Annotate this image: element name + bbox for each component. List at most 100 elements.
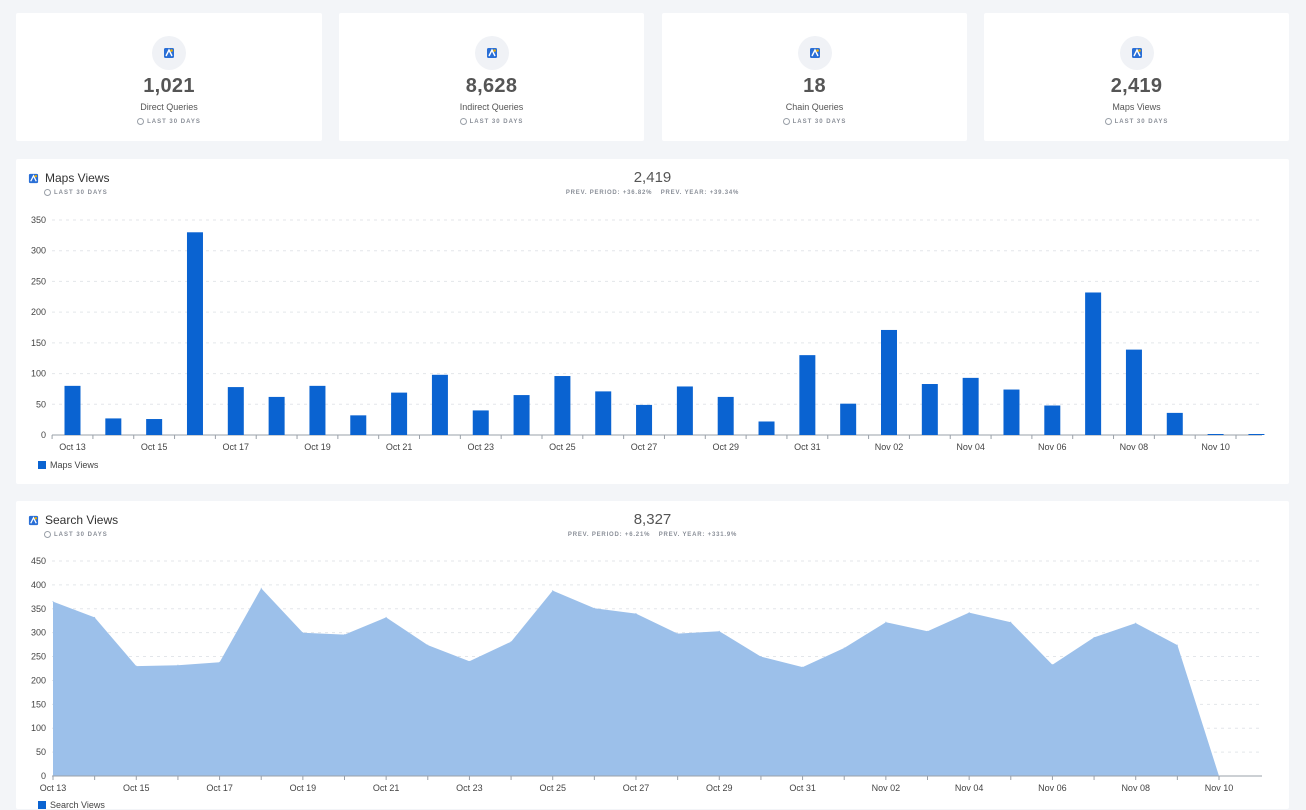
legend-label: Search Views: [50, 800, 105, 810]
globe-icon: [1104, 118, 1112, 125]
bar: [391, 392, 408, 435]
map-pin-icon: [809, 48, 820, 58]
data-point: [52, 601, 54, 603]
data-point: [885, 621, 887, 623]
panel-total: 8,327: [633, 511, 672, 528]
data-point: [635, 613, 637, 615]
maps-views-bar-chart: 0 50 100 150 200 250 300 350 Oct 13 Oct 15 Oct 17 O…: [31, 215, 1265, 452]
data-point: [510, 641, 512, 643]
y-tick-label: 150: [31, 338, 46, 348]
x-tick-label: Nov 04: [956, 442, 985, 452]
legend-swatch: [38, 461, 46, 469]
map-pin-icon: [164, 48, 174, 58]
stat-value: 1,021: [143, 75, 195, 97]
bar: [513, 395, 530, 435]
bar: [186, 232, 203, 435]
legend-label: Maps Views: [50, 460, 99, 470]
stat-label: Chain Queries: [785, 102, 844, 112]
x-tick-label: Oct 23: [467, 442, 494, 452]
bar: [758, 421, 775, 435]
bar: [1166, 412, 1183, 435]
bar: [309, 385, 326, 435]
data-point: [344, 634, 345, 636]
y-tick-label: 300: [31, 246, 46, 256]
bar: [227, 387, 244, 435]
bar: [472, 410, 489, 435]
bar: [881, 329, 897, 435]
stat-value: 18: [803, 75, 826, 97]
data-point: [677, 633, 679, 635]
y-tick-label: 200: [31, 675, 46, 685]
panel-title: Maps Views: [28, 171, 109, 185]
search-views-area-chart: 0 50 100 150 200 250 300 350 400 450 Oct 13 Oct 15 O…: [31, 556, 1262, 793]
data-point: [468, 660, 470, 662]
bar: [962, 377, 979, 435]
panel-compare: PREV. PERIOD: +6.21% PREV. YEAR: +331.9%: [16, 532, 1289, 538]
prev-year: PREV. YEAR: +331.9%: [658, 532, 738, 538]
globe-icon: [44, 189, 51, 196]
y-tick-label: 250: [31, 276, 46, 286]
x-tick-label: Nov 10: [1201, 442, 1230, 452]
data-point: [843, 647, 845, 649]
y-tick-label: 350: [31, 604, 46, 614]
x-tick-label: Nov 06: [1038, 783, 1067, 793]
chart-legend[interactable]: Search Views: [38, 800, 105, 810]
x-tick-label: Oct 13: [40, 783, 67, 793]
x-tick-label: Oct 27: [623, 783, 650, 793]
x-tick-label: Oct 13: [59, 442, 86, 452]
stat-period: LAST 30 DAYS: [339, 118, 644, 125]
x-tick-label: Nov 08: [1120, 442, 1149, 452]
x-tick-label: Nov 08: [1121, 783, 1150, 793]
data-point: [760, 656, 762, 658]
stat-card-maps-views: 2,419 Maps Views LAST 30 DAYS: [984, 13, 1289, 141]
globe-icon: [459, 118, 467, 125]
maps-icon-wrap: [797, 36, 832, 70]
stat-period: LAST 30 DAYS: [984, 118, 1289, 125]
maps-icon-wrap: [152, 36, 186, 70]
chart-legend[interactable]: Maps Views: [38, 460, 98, 470]
x-tick-label: Oct 15: [141, 442, 168, 452]
panel-total: 2,419: [633, 169, 672, 186]
y-tick-label: 100: [31, 369, 46, 379]
y-tick-label: 150: [31, 699, 46, 709]
panel-title-text: Search Views: [45, 513, 119, 527]
globe-icon: [782, 118, 790, 125]
data-point: [1135, 622, 1137, 624]
x-tick-label: Nov 02: [872, 783, 901, 793]
stat-card-chain-queries: 18 Chain Queries LAST 30 DAYS: [662, 13, 967, 141]
data-point: [1176, 644, 1178, 646]
stat-label: Maps Views: [1112, 102, 1161, 112]
area-series: [53, 588, 1219, 776]
data-point: [552, 590, 554, 592]
bar: [676, 386, 693, 435]
y-tick-label: 400: [31, 580, 46, 590]
x-tick-label: Oct 15: [123, 783, 150, 793]
map-pin-icon: [486, 48, 497, 58]
maps-views-panel: Maps Views LAST 30 DAYS 2,419 PREV. PERI…: [16, 159, 1289, 484]
map-pin-icon: [1131, 48, 1142, 58]
x-tick-label: Nov 04: [955, 783, 984, 793]
y-tick-label: 300: [31, 628, 46, 638]
bar: [1044, 405, 1061, 435]
bar: [717, 396, 734, 435]
panel-title-text: Maps Views: [45, 171, 110, 185]
panel-period: LAST 30 DAYS: [44, 531, 108, 538]
bar: [1125, 349, 1142, 435]
data-point: [1051, 664, 1053, 666]
x-tick-label: Oct 17: [223, 442, 250, 452]
bar: [554, 376, 571, 435]
y-tick-label: 100: [31, 723, 46, 733]
y-tick-label: 450: [31, 556, 46, 566]
x-tick-label: Oct 21: [386, 442, 413, 452]
y-tick-label: 50: [36, 399, 46, 409]
bar: [146, 419, 163, 435]
bar: [799, 355, 816, 435]
bar: [840, 403, 857, 435]
stat-label: Indirect Queries: [459, 102, 524, 112]
y-tick-label: 200: [31, 307, 46, 317]
bar: [105, 418, 122, 435]
data-point: [1010, 621, 1012, 623]
stat-value: 2,419: [1110, 75, 1163, 97]
x-tick-label: Oct 21: [373, 783, 400, 793]
stat-label: Direct Queries: [140, 102, 198, 112]
